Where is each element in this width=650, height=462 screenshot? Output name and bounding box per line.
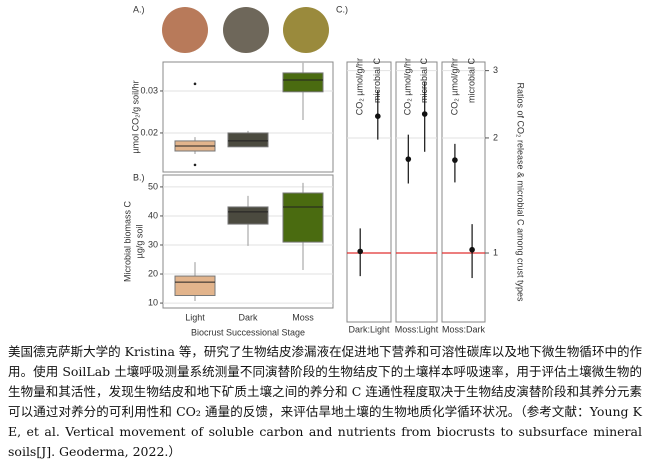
moss-crust-photo	[283, 7, 329, 53]
facet	[346, 61, 392, 323]
outlier	[193, 82, 197, 86]
x-axis-label: Biocrust Successional Stage	[191, 327, 305, 337]
y-tick-label: 40	[148, 210, 158, 220]
box	[282, 72, 324, 93]
column-label: CO₂ µmol/g/hr	[449, 58, 459, 115]
y-tick-label: 20	[148, 268, 158, 278]
page: A.) 0.02 0.03 µmol CO₂/g soil/hr B.) 10 20 30 40…	[8, 4, 642, 459]
point	[375, 113, 381, 119]
point	[469, 246, 475, 253]
column-label: microbial C	[372, 58, 382, 104]
point	[357, 248, 364, 255]
panel-label: A.)	[133, 4, 145, 14]
y-tick-label: 1	[493, 247, 498, 257]
y-axis-label: µmol CO₂/g soil/hr	[130, 80, 140, 153]
panel-label: B.)	[133, 172, 145, 182]
box	[227, 132, 269, 148]
y-tick-label: 30	[148, 239, 158, 249]
y-tick-label: 0.03	[140, 85, 158, 95]
facet-label: Moss:Dark	[442, 324, 486, 334]
box	[227, 206, 269, 225]
caption: 美国德克萨斯大学的 Kristina 等，研究了生物结皮渗漏液在促进地下营养和可…	[8, 344, 642, 459]
column-label: microbial C	[466, 58, 476, 104]
y-axis-label: Ratios of CO₂ release & microbial C amon…	[516, 82, 526, 302]
facet-label: Moss:Light	[395, 324, 439, 334]
box	[282, 192, 324, 243]
y-tick-label: 10	[148, 297, 158, 307]
y-axis-label: µg/g soil	[134, 225, 144, 259]
facet-label: Dark:Light	[348, 324, 390, 334]
light-crust-photo	[162, 7, 208, 53]
box	[174, 275, 216, 297]
outlier	[193, 163, 197, 167]
dark-crust-photo	[223, 7, 269, 53]
point	[421, 111, 428, 117]
y-axis-label: Microbial biomass C	[122, 200, 132, 282]
y-tick-label: 50	[148, 181, 158, 191]
column-label: microbial C	[419, 58, 429, 104]
facet	[395, 61, 438, 323]
column-label: CO₂ µmol/g/hr	[355, 58, 365, 115]
y-tick-label: 2	[493, 132, 498, 142]
x-tick-label: Moss	[292, 312, 314, 322]
y-tick-label: 3	[493, 65, 498, 75]
y-tick-label: 0.02	[140, 127, 158, 137]
x-tick-label: Dark	[238, 312, 258, 322]
x-tick-label: Light	[185, 312, 205, 322]
point	[405, 156, 412, 162]
panel-label: C.)	[336, 4, 348, 14]
column-label: CO₂ µmol/g/hr	[403, 58, 413, 115]
facet	[441, 61, 486, 323]
point	[452, 157, 458, 163]
